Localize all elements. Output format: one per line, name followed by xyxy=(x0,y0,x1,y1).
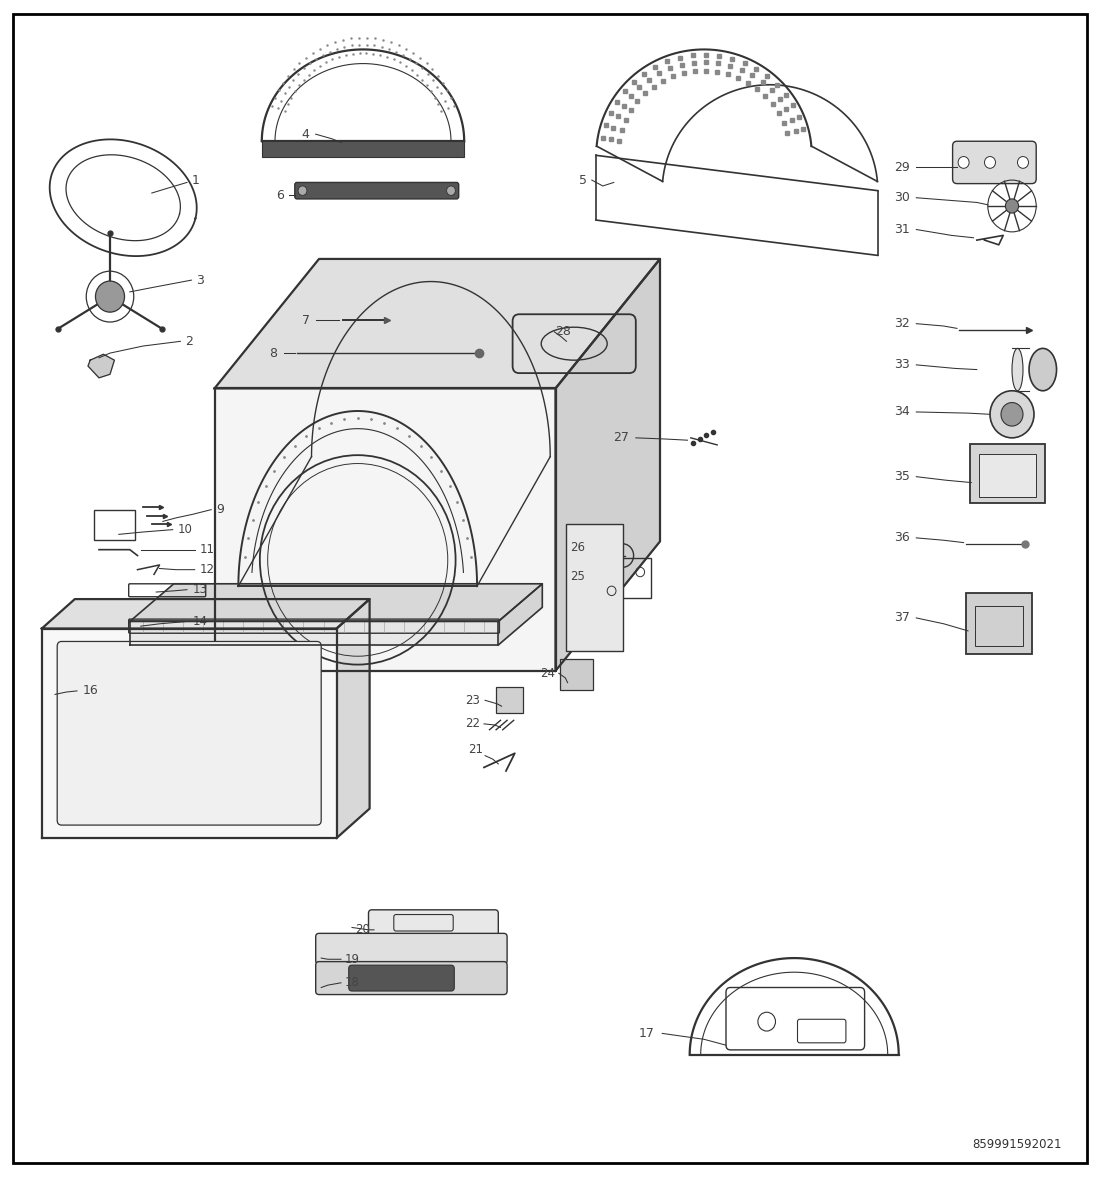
FancyBboxPatch shape xyxy=(57,641,321,825)
Circle shape xyxy=(984,157,996,168)
Text: 35: 35 xyxy=(894,470,910,484)
Text: 31: 31 xyxy=(894,222,910,237)
Text: 29: 29 xyxy=(894,160,910,174)
Text: 13: 13 xyxy=(192,583,208,597)
Circle shape xyxy=(96,281,124,312)
Circle shape xyxy=(447,186,455,195)
Circle shape xyxy=(1005,199,1019,213)
Text: 19: 19 xyxy=(344,952,360,966)
Text: 12: 12 xyxy=(199,563,214,577)
Circle shape xyxy=(1018,157,1028,168)
FancyBboxPatch shape xyxy=(970,444,1045,503)
Polygon shape xyxy=(130,584,542,621)
Text: 24: 24 xyxy=(540,666,556,680)
Text: 20: 20 xyxy=(355,923,371,937)
Polygon shape xyxy=(88,354,114,378)
Text: 36: 36 xyxy=(894,531,910,545)
Ellipse shape xyxy=(1030,348,1056,391)
Text: 22: 22 xyxy=(465,717,481,731)
FancyBboxPatch shape xyxy=(316,962,507,995)
Polygon shape xyxy=(130,621,498,645)
Polygon shape xyxy=(42,599,370,629)
Circle shape xyxy=(1001,403,1023,426)
Circle shape xyxy=(958,157,969,168)
FancyBboxPatch shape xyxy=(979,454,1036,497)
Text: 1: 1 xyxy=(191,173,200,187)
Polygon shape xyxy=(498,584,542,645)
FancyBboxPatch shape xyxy=(496,687,522,713)
Circle shape xyxy=(990,391,1034,438)
Text: 23: 23 xyxy=(465,693,481,707)
Text: 14: 14 xyxy=(192,614,208,629)
Polygon shape xyxy=(556,259,660,671)
Text: 26: 26 xyxy=(570,540,585,554)
FancyBboxPatch shape xyxy=(295,182,459,199)
Text: 28: 28 xyxy=(556,325,571,339)
Text: 2: 2 xyxy=(185,334,194,348)
Text: 34: 34 xyxy=(894,405,910,419)
Text: 15: 15 xyxy=(138,647,153,661)
Text: 27: 27 xyxy=(614,431,629,445)
Text: 4: 4 xyxy=(301,127,310,141)
Text: 9: 9 xyxy=(216,503,224,517)
FancyBboxPatch shape xyxy=(565,525,624,652)
Ellipse shape xyxy=(1012,348,1023,391)
Text: 32: 32 xyxy=(894,317,910,331)
Text: 7: 7 xyxy=(301,313,310,327)
FancyBboxPatch shape xyxy=(966,593,1032,654)
Text: 11: 11 xyxy=(199,543,214,557)
Circle shape xyxy=(298,186,307,195)
FancyBboxPatch shape xyxy=(953,141,1036,184)
Polygon shape xyxy=(214,259,660,388)
FancyBboxPatch shape xyxy=(129,619,499,633)
Text: 3: 3 xyxy=(196,273,205,287)
FancyBboxPatch shape xyxy=(560,659,593,690)
Text: 10: 10 xyxy=(177,523,192,537)
FancyBboxPatch shape xyxy=(349,965,454,991)
Text: 16: 16 xyxy=(82,684,98,698)
Text: 5: 5 xyxy=(579,173,587,187)
Text: 859991592021: 859991592021 xyxy=(972,1138,1062,1151)
FancyBboxPatch shape xyxy=(262,141,464,157)
FancyBboxPatch shape xyxy=(368,910,498,936)
Text: 18: 18 xyxy=(344,976,360,990)
Text: 33: 33 xyxy=(894,358,910,372)
Text: 21: 21 xyxy=(468,743,483,757)
FancyBboxPatch shape xyxy=(316,933,507,964)
Text: 25: 25 xyxy=(570,570,585,584)
Polygon shape xyxy=(337,599,370,838)
Text: 6: 6 xyxy=(276,188,285,202)
Polygon shape xyxy=(42,629,337,838)
Polygon shape xyxy=(214,388,556,671)
Text: 17: 17 xyxy=(639,1026,654,1040)
Text: 37: 37 xyxy=(894,611,910,625)
Text: 30: 30 xyxy=(894,191,910,205)
Text: 8: 8 xyxy=(268,346,277,360)
